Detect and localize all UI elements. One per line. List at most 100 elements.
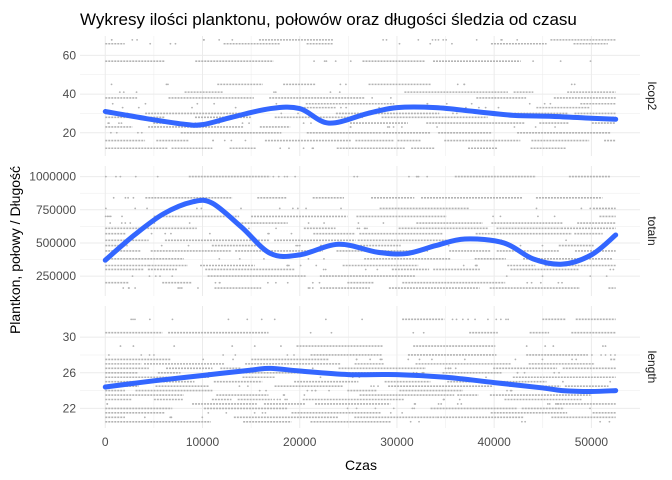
point	[477, 106, 480, 109]
scatter-points	[104, 175, 616, 289]
point	[188, 222, 191, 224]
point	[604, 345, 607, 347]
point	[591, 354, 593, 356]
point	[286, 281, 289, 284]
point	[129, 222, 132, 224]
point	[146, 207, 148, 210]
point	[127, 196, 129, 199]
point	[557, 403, 560, 405]
point	[558, 371, 560, 374]
x-tick-label: 30000	[380, 435, 414, 449]
point	[318, 281, 321, 284]
point	[124, 222, 127, 224]
point	[274, 281, 277, 284]
point	[599, 420, 602, 423]
point	[131, 38, 134, 41]
point	[308, 287, 311, 289]
point	[449, 367, 452, 370]
point	[223, 139, 226, 142]
point	[570, 83, 573, 86]
point	[376, 268, 379, 271]
point	[265, 389, 267, 392]
point	[238, 385, 241, 388]
point	[505, 275, 508, 278]
point	[156, 175, 159, 178]
point	[571, 358, 573, 361]
x-tick-label: 20000	[283, 435, 317, 449]
y-tick-label: 30	[63, 330, 77, 344]
point	[366, 227, 368, 230]
point	[608, 420, 611, 423]
point	[248, 122, 250, 124]
point	[314, 389, 317, 392]
point	[212, 139, 214, 142]
point	[118, 122, 120, 124]
point	[554, 403, 557, 405]
point	[230, 139, 233, 142]
point	[434, 38, 437, 41]
x-tick-label: 0	[102, 435, 109, 449]
point	[278, 207, 281, 210]
point	[561, 281, 563, 284]
point	[470, 102, 473, 105]
point	[283, 394, 286, 396]
point	[345, 83, 347, 86]
point	[238, 257, 241, 260]
point	[218, 38, 221, 41]
point	[429, 42, 432, 45]
point	[346, 407, 349, 410]
point	[575, 358, 578, 361]
point	[456, 83, 459, 86]
point	[497, 106, 500, 109]
point	[534, 126, 537, 128]
point	[231, 345, 234, 347]
point	[197, 287, 199, 289]
point	[309, 331, 312, 334]
point	[148, 354, 151, 356]
point	[323, 60, 326, 63]
point	[382, 222, 385, 224]
point	[400, 126, 403, 128]
point	[589, 60, 592, 63]
point	[460, 403, 463, 405]
point	[299, 264, 302, 267]
point	[580, 207, 583, 210]
point	[159, 275, 161, 278]
point	[426, 175, 429, 178]
point	[549, 102, 552, 105]
point	[475, 38, 478, 41]
point	[118, 91, 121, 94]
point	[119, 175, 122, 178]
point	[148, 318, 151, 321]
point	[115, 175, 117, 178]
point	[524, 420, 527, 423]
point	[298, 244, 301, 247]
point	[324, 268, 327, 271]
point	[153, 354, 155, 356]
point	[609, 354, 612, 356]
point	[288, 264, 290, 267]
panels: 20 40 60 lcop2 250000 500000 750000 1000000 tota…	[29, 36, 659, 428]
point	[140, 354, 143, 356]
point	[505, 318, 507, 321]
point	[322, 268, 325, 271]
point	[330, 331, 333, 334]
point	[140, 131, 143, 134]
point	[467, 318, 469, 321]
point	[273, 398, 276, 401]
point	[418, 420, 420, 423]
point	[356, 175, 359, 178]
point	[561, 380, 564, 383]
point	[521, 420, 523, 423]
point	[260, 318, 263, 321]
point	[165, 83, 168, 86]
point	[264, 411, 267, 414]
point	[548, 403, 551, 405]
chart-title: Wykresy ilości planktonu, połowów oraz d…	[80, 10, 577, 29]
point	[253, 345, 256, 347]
point	[377, 385, 379, 388]
point	[311, 287, 314, 289]
point	[422, 331, 425, 334]
point	[313, 60, 315, 63]
